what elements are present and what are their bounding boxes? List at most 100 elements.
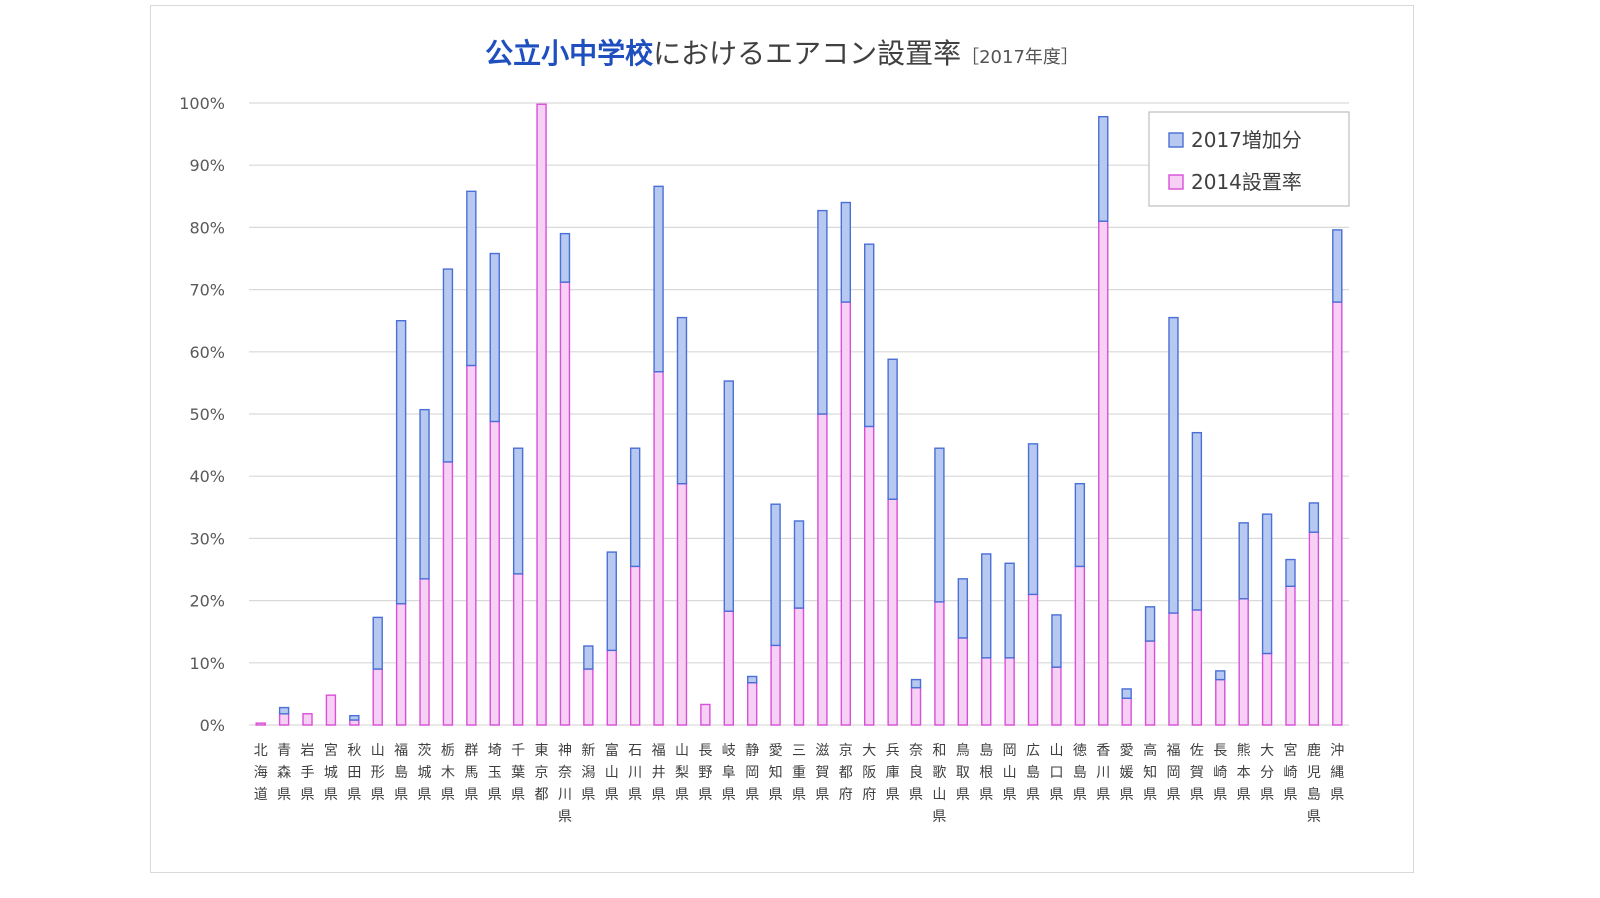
bar-2014-rate <box>770 644 781 726</box>
bar-2014-rate <box>981 657 992 726</box>
x-tick-label: 長崎県 <box>1213 743 1227 803</box>
bar-2014-rate <box>512 573 524 726</box>
bar-2017-increase <box>583 645 594 670</box>
x-tick-label: 滋賀県 <box>815 743 829 803</box>
x-tick-label: 沖縄県 <box>1330 743 1344 803</box>
x-tick-label: 徳島県 <box>1073 743 1087 803</box>
x-tick-label: 福井県 <box>652 743 666 803</box>
bar-2014-rate <box>746 682 758 726</box>
x-tick-label: 岩手県 <box>301 743 315 803</box>
x-tick-label: 群馬県 <box>464 743 478 803</box>
bar-2017-increase <box>606 551 617 652</box>
y-tick-label: 70% <box>189 281 225 300</box>
bar-2017-increase <box>395 320 407 605</box>
bar-2017-increase <box>1191 431 1203 611</box>
x-tick-label: 茨城県 <box>418 743 432 803</box>
x-tick-label: 高知県 <box>1143 742 1157 803</box>
bar-2017-increase <box>1074 482 1086 568</box>
y-tick-label: 100% <box>179 94 225 113</box>
bar-2017-increase <box>653 185 664 373</box>
x-tick-label: 福島県 <box>394 743 408 803</box>
x-tick-label: 京都府 <box>839 743 853 803</box>
x-tick-label: 宮崎県 <box>1283 743 1297 803</box>
bar-2017-increase <box>278 706 290 715</box>
y-tick-label: 50% <box>189 405 225 424</box>
bar-2014-rate <box>1191 609 1203 726</box>
bar-2017-increase <box>1238 522 1249 600</box>
bar-2014-rate <box>910 686 922 726</box>
bar-2017-increase <box>770 503 781 647</box>
x-tick-label: 愛知県 <box>769 743 783 803</box>
bar-2014-rate <box>676 482 688 726</box>
x-tick-label: 神奈川県 <box>558 743 572 825</box>
legend-box <box>1148 111 1350 207</box>
x-tick-label: 新潟県 <box>581 743 595 803</box>
bar-2017-increase <box>981 553 992 659</box>
bar-2017-increase <box>559 232 571 283</box>
chart-title: 公立小中学校におけるエアコン設置率［2017年度］ <box>151 32 1413 72</box>
x-tick-label: 岡山県 <box>1003 743 1017 803</box>
bar-2017-increase <box>466 190 477 367</box>
bar-2014-rate <box>559 281 571 726</box>
legend-swatch <box>1168 132 1184 148</box>
y-tick-label: 80% <box>189 218 225 237</box>
chart-frame: 公立小中学校におけるエアコン設置率［2017年度］ 0% 10% 20% 30% 40%… <box>150 5 1414 873</box>
bar-2017-increase <box>1285 558 1296 587</box>
bar-2017-increase <box>1027 443 1039 596</box>
bar-2017-increase <box>864 243 875 428</box>
bar-2014-rate <box>536 103 547 726</box>
x-tick-label: 山口県 <box>1049 743 1063 803</box>
bar-2017-increase <box>442 268 454 463</box>
chart-legend: 2017増加分 2014設置率 <box>1148 111 1350 207</box>
y-tick-label: 40% <box>189 467 225 486</box>
bar-2014-rate <box>1098 220 1109 726</box>
x-tick-label: 宮城県 <box>324 743 338 803</box>
chart-title-main: におけるエアコン設置率 <box>653 37 962 70</box>
bar-2014-rate <box>255 722 266 726</box>
bar-2017-increase <box>1168 316 1179 614</box>
bar-2014-rate <box>466 364 477 726</box>
bar-2014-rate <box>1168 612 1179 726</box>
bar-2017-increase <box>1098 115 1109 222</box>
x-tick-label: 兵庫県 <box>886 743 900 803</box>
bar-2014-rate <box>1027 593 1039 726</box>
bar-2014-rate <box>934 601 945 726</box>
x-tick-label: 岐阜県 <box>722 743 736 803</box>
bar-2017-increase <box>887 358 898 500</box>
bar-2014-rate <box>957 637 969 726</box>
x-tick-label: 香川県 <box>1096 743 1110 803</box>
bar-2014-rate <box>793 607 805 726</box>
bar-2014-rate <box>817 413 828 726</box>
x-tick-label: 福岡県 <box>1166 743 1180 803</box>
bar-2014-rate <box>1121 697 1132 726</box>
bar-2017-increase <box>723 380 734 612</box>
legend-swatch <box>1168 174 1184 190</box>
bar-2014-rate <box>887 498 898 726</box>
bar-2017-increase <box>1051 614 1062 668</box>
x-tick-label: 佐賀県 <box>1190 743 1204 803</box>
bar-2014-rate <box>1215 678 1226 726</box>
x-tick-label: 奈良県 <box>909 743 923 803</box>
bar-2017-increase <box>676 316 688 485</box>
bar-2014-rate <box>864 425 875 726</box>
bar-2014-rate <box>302 713 313 726</box>
y-tick-label: 20% <box>189 592 225 611</box>
bar-2014-rate <box>840 301 852 726</box>
bar-2017-increase <box>910 678 922 689</box>
x-tick-label: 山形県 <box>371 743 385 803</box>
x-tick-label: 愛媛県 <box>1120 743 1134 803</box>
bar-2017-increase <box>746 675 758 684</box>
legend-label: 2017増加分 <box>1191 128 1302 152</box>
bar-2017-increase <box>1261 513 1273 655</box>
x-tick-label: 千葉県 <box>511 743 525 803</box>
x-tick-label: 三重県 <box>792 743 806 803</box>
x-tick-label: 鹿児島県 <box>1307 742 1321 825</box>
x-tick-label: 広島県 <box>1026 743 1040 803</box>
bar-2014-rate <box>723 610 734 726</box>
bar-2014-rate <box>653 371 664 726</box>
chart-title-highlight: 公立小中学校 <box>485 37 654 70</box>
bar-2014-rate <box>419 578 430 726</box>
bar-2017-increase <box>1144 606 1156 642</box>
bar-2014-rate <box>1261 652 1273 726</box>
bar-2017-increase <box>840 201 852 303</box>
